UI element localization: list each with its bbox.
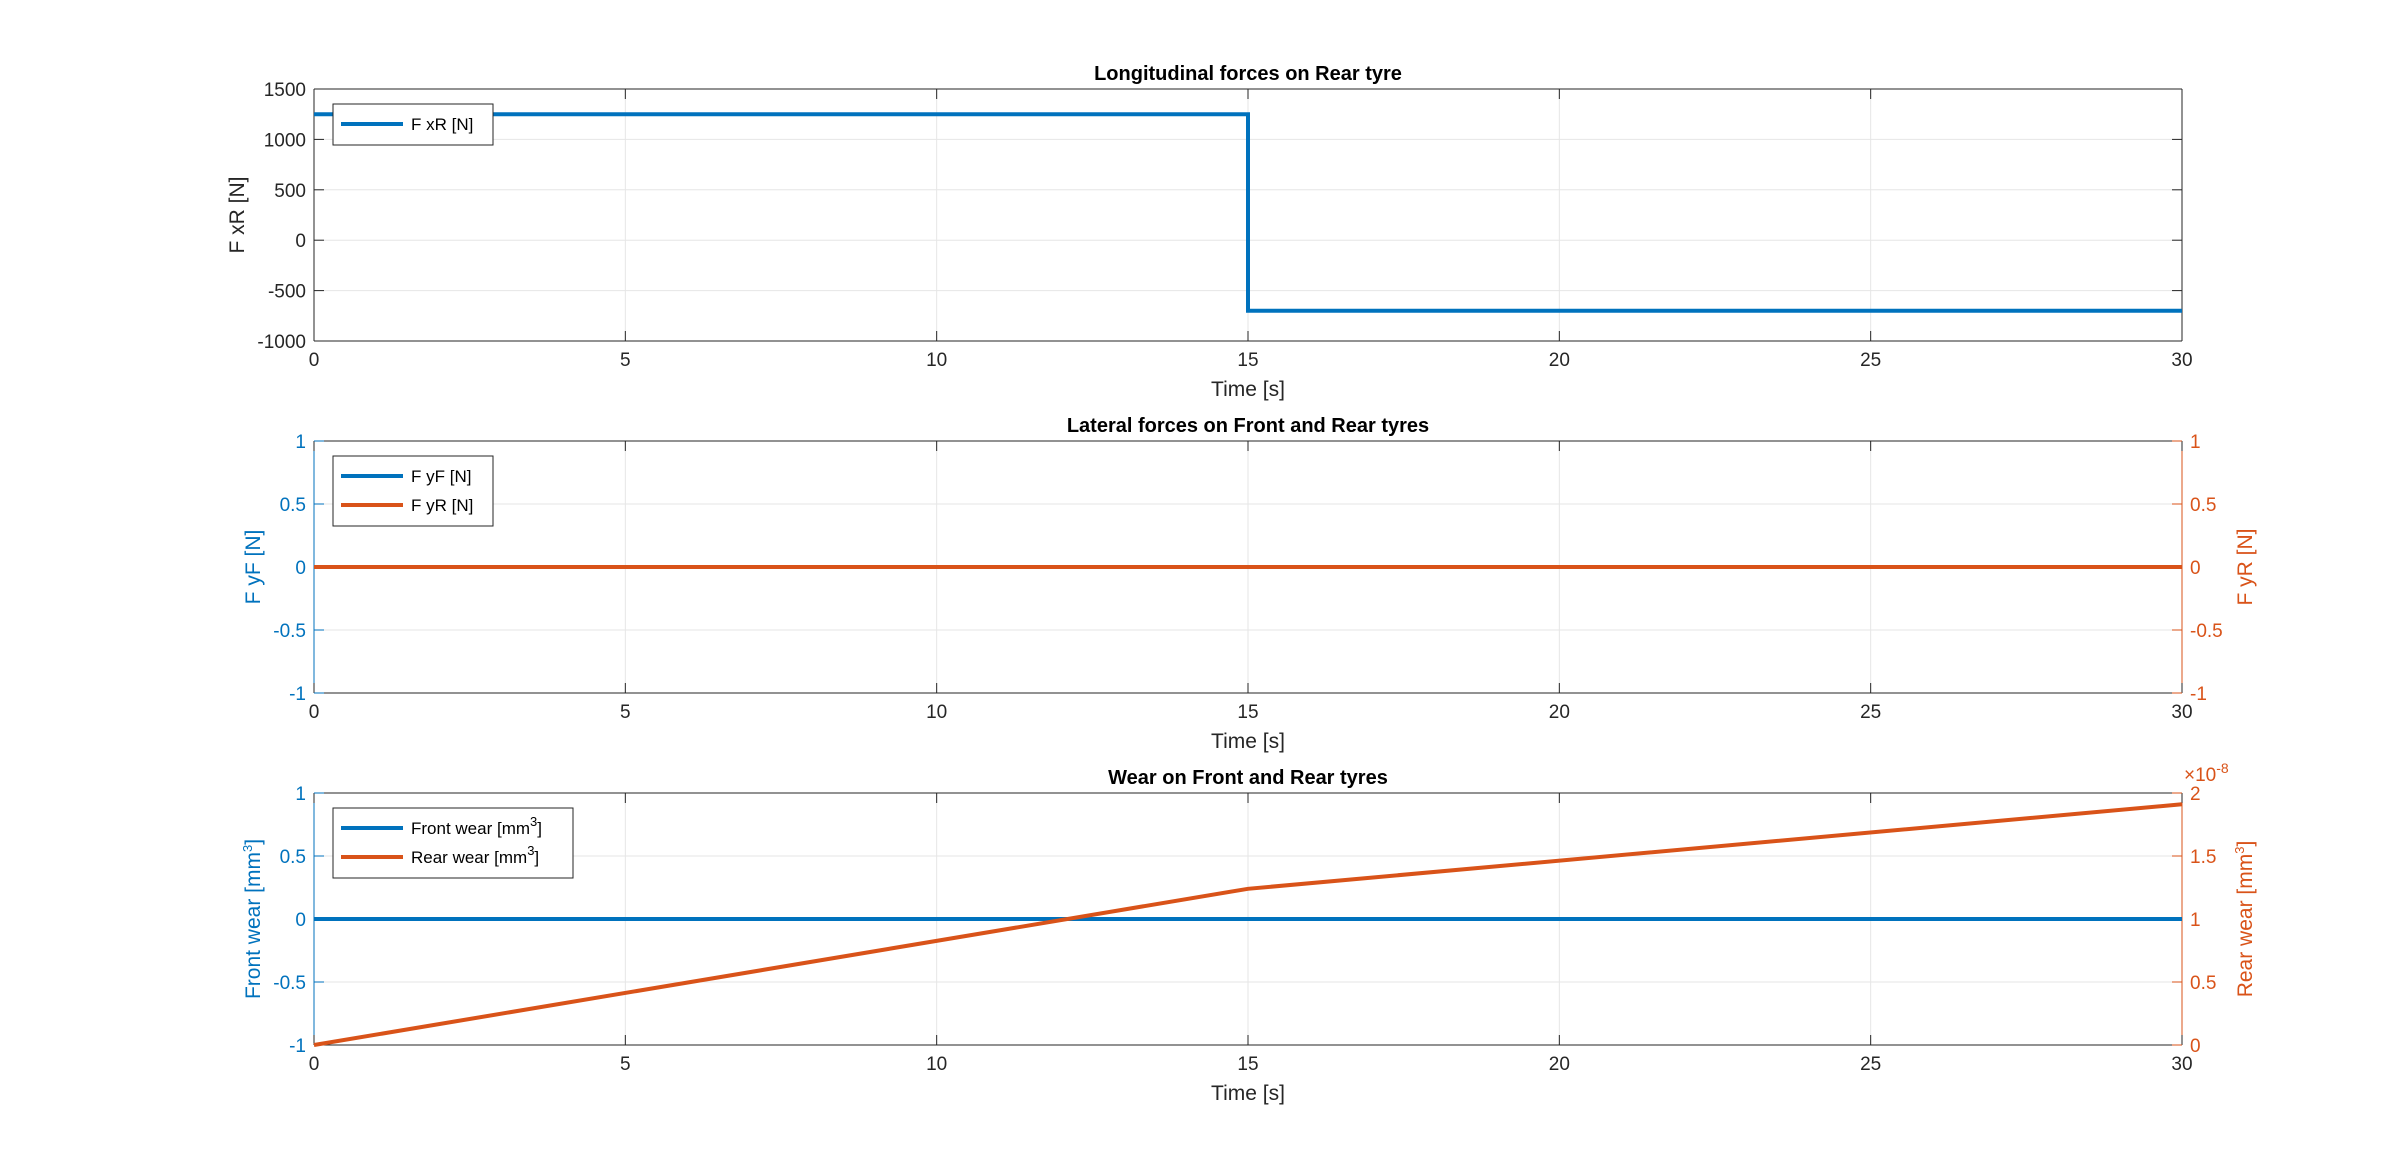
x-tick-label: 15: [1237, 1054, 1258, 1075]
y-tick-label: 0: [295, 558, 306, 579]
x-tick-label: 5: [620, 702, 631, 723]
legend-label-1-sup: 3: [530, 814, 537, 829]
x-tick-label: 10: [926, 1054, 947, 1075]
legend-box: [332, 807, 574, 879]
y-tick-label: 0: [295, 910, 306, 931]
legend-label-2-sup: 3: [527, 843, 534, 858]
y-axis-label-right: Rear wear [mm3]: [2232, 841, 2257, 998]
y-tick-label-right: 0.5: [2190, 495, 2216, 516]
series-line-2: [313, 802, 2183, 1047]
y-axis-label-right: F yR [N]: [2234, 529, 2257, 606]
legend-label-1: F yF [N]: [411, 467, 471, 486]
legend-label-1-text: Front wear [mm: [411, 819, 530, 838]
x-tick-label: 0: [309, 1054, 320, 1075]
y-tick-label: -1: [289, 1036, 306, 1057]
x-tick-label: 20: [1549, 350, 1570, 371]
chart-2: 0 5 10 15 20 25 30-1-0.500.51-1-0.500.51Latera…: [242, 415, 2257, 753]
legend-label-2-text: Rear wear [mm: [411, 848, 527, 867]
y-axis-label-sup: 3: [240, 845, 255, 852]
legend: Front wear [mm3]Rear wear [mm3]: [332, 807, 574, 879]
legend-label-2: Rear wear [mm3]: [411, 843, 539, 867]
y-axis-label-right-close: ]: [2234, 841, 2257, 847]
y-tick-label: 1: [295, 432, 306, 453]
y-tick-label: 1000: [264, 130, 306, 151]
y-tick-label-right: 0: [2190, 1036, 2201, 1057]
legend-label-1: F xR [N]: [411, 115, 473, 134]
y-axis-label: F yF [N]: [242, 530, 265, 605]
y-tick-label-right: 0.5: [2190, 973, 2216, 994]
legend-label-1: Front wear [mm3]: [411, 814, 542, 838]
x-tick-label: 25: [1860, 350, 1881, 371]
y-tick-label: 1: [295, 784, 306, 805]
legend-label-2-close: ]: [534, 848, 539, 867]
y-tick-label: -1: [289, 684, 306, 705]
y-tick-label-right: 1.5: [2190, 847, 2216, 868]
y-axis-label: F xR [N]: [226, 177, 249, 254]
y-tick-label: -0.5: [273, 621, 306, 642]
x-tick-label: 0: [309, 350, 320, 371]
x-tick-label: 0: [309, 702, 320, 723]
y-axis-label: Front wear [mm3]: [240, 839, 265, 999]
y-tick-label: 0.5: [280, 495, 306, 516]
x-tick-label: 30: [2171, 1054, 2192, 1075]
y-axis-label-text: Front wear [mm: [242, 852, 265, 999]
y-tick-label: 0.5: [280, 847, 306, 868]
x-tick-label: 30: [2171, 350, 2192, 371]
x-axis-label: Time [s]: [1211, 1082, 1285, 1105]
x-axis-label: Time [s]: [1211, 378, 1285, 401]
x-tick-label: 25: [1860, 1054, 1881, 1075]
y-tick-label: 0: [295, 231, 306, 252]
chart-title: Longitudinal forces on Rear tyre: [1094, 63, 1402, 85]
y-tick-label: 1500: [264, 80, 306, 101]
y-axis-label-right-sup: 3: [2232, 847, 2247, 854]
y-tick-label-right: 2: [2190, 784, 2201, 805]
legend-label-2: F yR [N]: [411, 496, 473, 515]
y-axis-label-close: ]: [242, 839, 265, 845]
right-axis-exponent: ×10-8: [2184, 760, 2229, 786]
x-tick-label: 30: [2171, 702, 2192, 723]
y-tick-label: -0.5: [273, 973, 306, 994]
y-tick-label-right: -0.5: [2190, 621, 2223, 642]
legend-label-1-close: ]: [537, 819, 542, 838]
x-tick-label: 20: [1549, 1054, 1570, 1075]
x-tick-label: 5: [620, 1054, 631, 1075]
x-tick-label: 10: [926, 350, 947, 371]
series-line-1: [314, 112, 2182, 313]
y-tick-label-right: 0: [2190, 558, 2201, 579]
legend: F xR [N]: [332, 103, 494, 146]
x-tick-label: 20: [1549, 702, 1570, 723]
y-tick-label: -500: [268, 282, 306, 303]
exponent-power: -8: [2216, 760, 2229, 776]
legend-box: [332, 455, 494, 527]
y-tick-label-right: 1: [2190, 910, 2201, 931]
chart-title: Lateral forces on Front and Rear tyres: [1067, 415, 1429, 437]
chart-title: Wear on Front and Rear tyres: [1108, 767, 1388, 789]
x-tick-label: 15: [1237, 350, 1258, 371]
x-tick-label: 10: [926, 702, 947, 723]
y-tick-label-right: -1: [2190, 684, 2207, 705]
x-tick-label: 25: [1860, 702, 1881, 723]
x-tick-label: 5: [620, 350, 631, 371]
exponent-base: ×10: [2184, 765, 2216, 786]
x-tick-label: 15: [1237, 702, 1258, 723]
chart-1: 0 5 10 15 20 25 30 -1000 -500 0 500 1000 1500 Longitu…: [226, 63, 2193, 401]
x-axis-label: Time [s]: [1211, 730, 1285, 753]
legend: F yF [N] F yR [N]: [332, 455, 494, 527]
y-axis-label-right-text: Rear wear [mm: [2234, 854, 2257, 998]
y-tick-label: 500: [274, 181, 306, 202]
y-tick-label: -1000: [257, 332, 306, 353]
y-tick-label-right: 1: [2190, 432, 2201, 453]
